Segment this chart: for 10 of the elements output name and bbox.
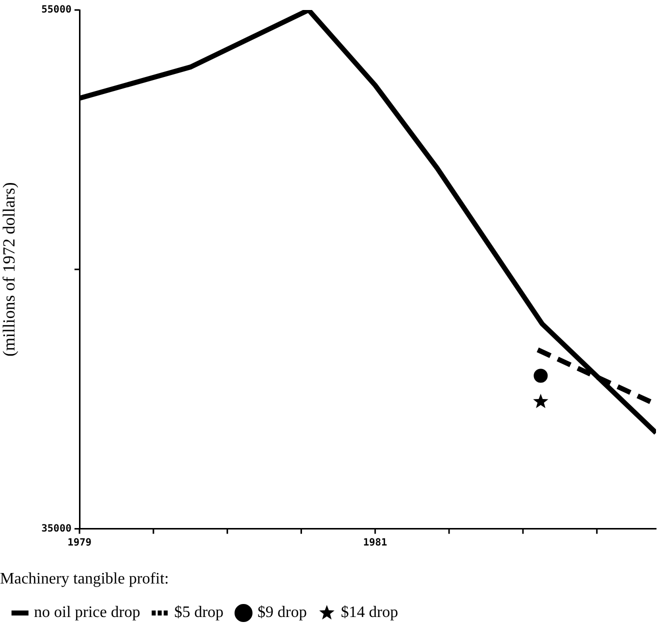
x-tick-label: 1981	[363, 537, 388, 548]
legend-label: $14 drop	[340, 604, 398, 622]
legend-label: $9 drop	[258, 604, 307, 622]
text: Machinery tangible profit:	[0, 570, 169, 588]
y-axis-title: (millions of 1972 dollars)	[0, 182, 19, 357]
legend-label: $5 drop	[174, 604, 224, 622]
legend-label: no oil price drop	[34, 604, 140, 622]
y-tick-label: 55000	[41, 4, 72, 16]
x-tick-label: 1979	[67, 537, 92, 548]
y-tick-label: 35000	[41, 523, 72, 534]
